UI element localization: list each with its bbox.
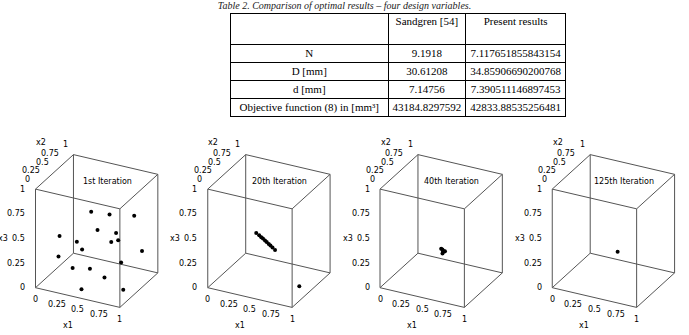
svg-text:0: 0 (365, 283, 370, 292)
html-text:Table 2. Comparison of optimal: Table 2. Comparison of optimal results –… (217, 0, 472, 11)
svg-text:x2: x2 (553, 138, 563, 147)
svg-text:1st Iteration: 1st Iteration (83, 177, 132, 186)
svg-text:x2: x2 (208, 138, 218, 147)
svg-text:0: 0 (370, 175, 375, 184)
svg-text:x2: x2 (381, 138, 391, 147)
svg-text:125th Iteration: 125th Iteration (594, 177, 654, 186)
svg-text:x2: x2 (36, 138, 46, 147)
svg-text:0.25: 0.25 (524, 259, 542, 268)
svg-text:0.75: 0.75 (262, 310, 280, 319)
svg-text:0.25: 0.25 (220, 300, 238, 309)
svg-text:0.25: 0.25 (179, 259, 197, 268)
svg-text:x1: x1 (407, 321, 417, 330)
svg-text:0.25: 0.25 (7, 259, 25, 268)
html-text:N: N (305, 47, 314, 59)
svg-text:0.5: 0.5 (208, 158, 221, 167)
html-text:42833.88535256481: 42833.88535256481 (470, 101, 561, 113)
svg-text:0.5: 0.5 (588, 305, 601, 314)
svg-text:0.75: 0.75 (607, 310, 625, 319)
html-text:Sandgren [54]: Sandgren [54] (395, 15, 459, 27)
svg-text:x3: x3 (0, 234, 8, 243)
svg-text:0.5: 0.5 (36, 158, 49, 167)
svg-text:1: 1 (462, 315, 467, 324)
svg-text:0.75: 0.75 (179, 209, 197, 218)
svg-text:0: 0 (20, 283, 25, 292)
svg-text:0: 0 (537, 283, 542, 292)
svg-text:0: 0 (197, 175, 202, 184)
svg-text:0: 0 (33, 295, 38, 304)
svg-text:0: 0 (378, 295, 383, 304)
svg-text:1: 1 (192, 185, 197, 194)
svg-text:0: 0 (25, 175, 30, 184)
svg-text:1: 1 (634, 315, 639, 324)
html-text:Objective function (8) in [mm³: Objective function (8) in [mm³] (239, 101, 379, 113)
svg-text:0: 0 (550, 295, 555, 304)
svg-text:0.25: 0.25 (22, 166, 40, 175)
svg-text:0.75: 0.75 (7, 209, 25, 218)
svg-text:0.5: 0.5 (529, 234, 542, 243)
svg-text:0.5: 0.5 (357, 234, 370, 243)
svg-text:x1: x1 (235, 321, 245, 330)
html-text:34.85906690200768: 34.85906690200768 (470, 65, 561, 77)
svg-text:0: 0 (542, 175, 547, 184)
svg-text:0.25: 0.25 (352, 259, 370, 268)
svg-text:1: 1 (117, 315, 122, 324)
svg-text:0: 0 (205, 295, 210, 304)
html-text:43184.8297592: 43184.8297592 (392, 101, 462, 113)
svg-text:0.75: 0.75 (524, 209, 542, 218)
svg-text:0.75: 0.75 (557, 149, 575, 158)
svg-text:0.75: 0.75 (385, 149, 403, 158)
html-text:d [mm]: d [mm] (292, 83, 326, 95)
svg-text:40th Iteration: 40th Iteration (424, 177, 479, 186)
svg-text:x3: x3 (515, 234, 525, 243)
svg-text:0.75: 0.75 (41, 149, 59, 158)
html-text:7.390511146897453: 7.390511146897453 (470, 83, 561, 95)
html-text:9.1918: 9.1918 (411, 47, 442, 59)
html-text:7.117651855843154: 7.117651855843154 (470, 47, 561, 59)
svg-text:0.5: 0.5 (71, 305, 84, 314)
svg-text:0.25: 0.25 (392, 300, 410, 309)
svg-text:1: 1 (20, 185, 25, 194)
svg-text:0.5: 0.5 (381, 158, 394, 167)
svg-text:0.75: 0.75 (352, 209, 370, 218)
svg-text:0.25: 0.25 (366, 166, 384, 175)
svg-text:0.25: 0.25 (48, 300, 66, 309)
svg-text:1: 1 (537, 185, 542, 194)
svg-text:x3: x3 (170, 234, 180, 243)
svg-text:1: 1 (290, 315, 295, 324)
svg-text:0.25: 0.25 (538, 166, 556, 175)
svg-text:0: 0 (192, 283, 197, 292)
svg-text:x1: x1 (579, 321, 589, 330)
svg-text:x1: x1 (63, 321, 73, 330)
svg-text:1: 1 (63, 140, 68, 149)
svg-text:0.75: 0.75 (434, 310, 452, 319)
svg-text:0.5: 0.5 (12, 234, 25, 243)
svg-text:0.5: 0.5 (416, 305, 429, 314)
svg-text:20th Iteration: 20th Iteration (252, 177, 307, 186)
svg-text:0.25: 0.25 (564, 300, 582, 309)
html-text:7.14756: 7.14756 (409, 83, 445, 95)
svg-text:0.5: 0.5 (184, 234, 197, 243)
html-text:Present results: Present results (483, 15, 548, 27)
html-text:D [mm]: D [mm] (291, 65, 327, 77)
svg-text:0.5: 0.5 (243, 305, 256, 314)
svg-text:1: 1 (580, 140, 585, 149)
svg-text:x3: x3 (343, 234, 353, 243)
svg-text:0.75: 0.75 (213, 149, 231, 158)
svg-text:1: 1 (408, 140, 413, 149)
html-text:30.61208: 30.61208 (406, 65, 448, 77)
svg-text:0.25: 0.25 (194, 166, 212, 175)
svg-text:0.5: 0.5 (553, 158, 566, 167)
svg-text:0.75: 0.75 (90, 310, 108, 319)
svg-text:1: 1 (365, 185, 370, 194)
svg-text:1: 1 (235, 140, 240, 149)
